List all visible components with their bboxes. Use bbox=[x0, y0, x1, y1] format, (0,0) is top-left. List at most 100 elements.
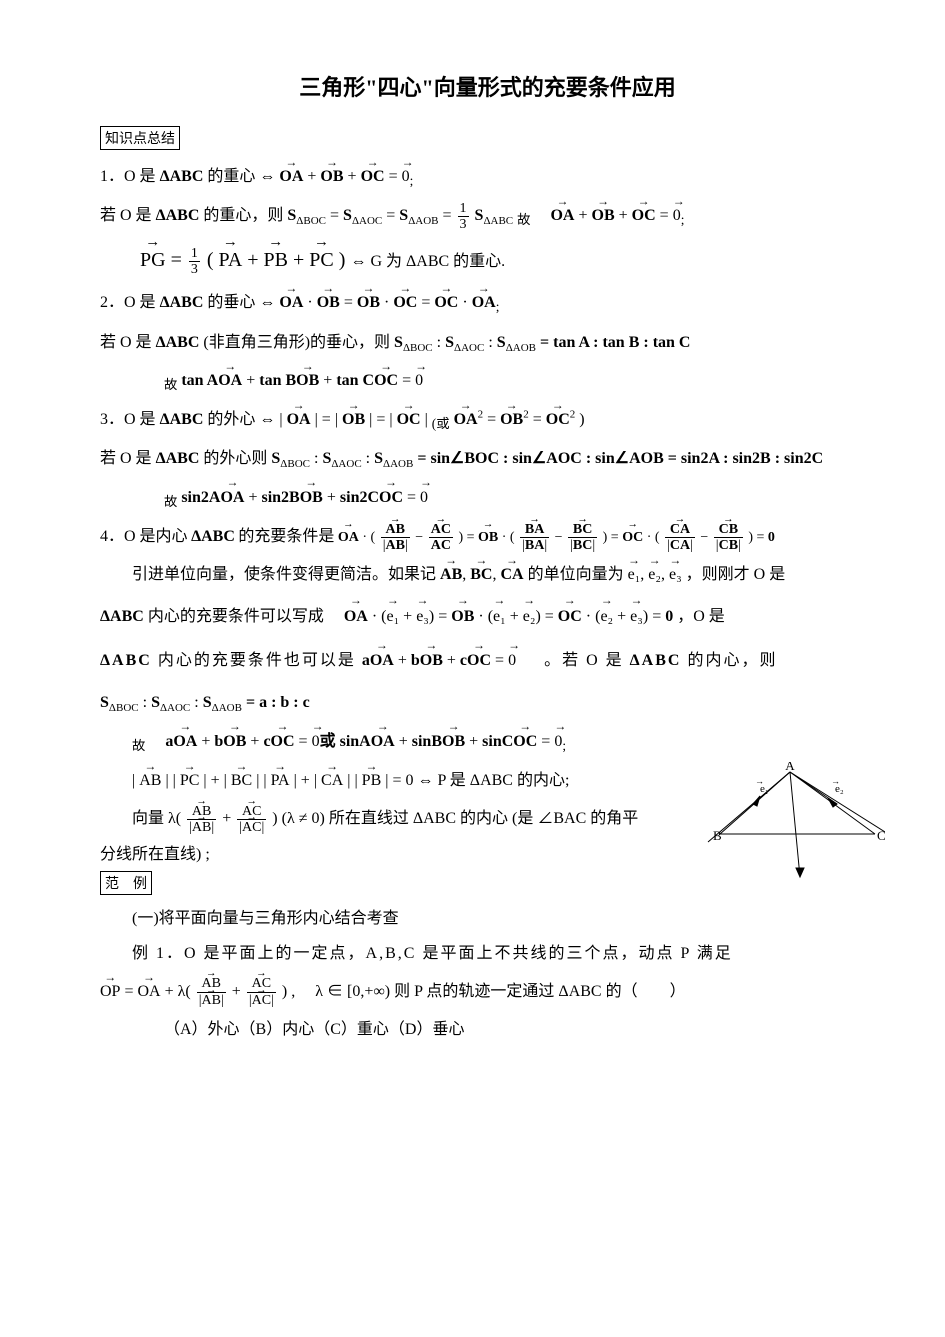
area-s: S bbox=[394, 334, 403, 351]
triangle-abc: ΔABC bbox=[160, 294, 204, 311]
text: 故 bbox=[132, 738, 145, 753]
sub-aob: ΔAOB bbox=[408, 215, 438, 227]
or: 或 bbox=[320, 733, 336, 750]
vector-oc: OC bbox=[546, 401, 570, 439]
text: 。若 O 是 bbox=[544, 652, 624, 669]
unit-ba: BA|BA| bbox=[520, 522, 549, 554]
item-4-cond2: ΔABC 内心的充要条件也可以是 aOA + bOB + cOC = 0 。若 … bbox=[100, 639, 875, 684]
vector-oc: OC bbox=[393, 284, 417, 322]
sub-aoc: ΔAOC bbox=[352, 215, 382, 227]
vector-oa: OA bbox=[454, 401, 478, 439]
item-3-sub: 若 O 是 ΔABC 的外心则 SΔBOC : SΔAOC : SΔAOB = … bbox=[100, 440, 875, 478]
ratio-abc: = a : b : c bbox=[246, 694, 310, 711]
item-4-ratio: SΔBOC : SΔAOC : SΔAOB = a : b : c bbox=[100, 684, 875, 722]
unit-bc: BC|BC| bbox=[568, 522, 597, 554]
area-s: S bbox=[343, 207, 352, 224]
vector-pg: PG bbox=[140, 236, 166, 284]
vector-oa: OA bbox=[344, 595, 368, 640]
text: 故 bbox=[164, 494, 177, 509]
examples-heading: (一)将平面向量与三角形内心结合考查 bbox=[100, 903, 875, 935]
text: (λ ≠ 0) 所在直线过 ΔABC 的内心 (是 ∠BAC 的角平 bbox=[282, 810, 639, 827]
lambda: λ bbox=[178, 983, 186, 1000]
unit-ab: AB|AB| bbox=[197, 976, 226, 1008]
area-s: S bbox=[100, 694, 109, 711]
text: 的重心 bbox=[207, 168, 255, 185]
vector-oa: OA bbox=[137, 973, 160, 1011]
sub-boc: ΔBOC bbox=[109, 702, 139, 714]
area-s: S bbox=[287, 207, 296, 224]
range: λ ∈ [0,+∞) 则 P 点的轨迹一定通过 ΔABC 的（ ） bbox=[315, 983, 685, 1000]
document-page: 三角形"四心"向量形式的充要条件应用 知识点总结 1．O 是 ΔABC 的重心 … bbox=[0, 0, 945, 1090]
text: 的充要条件是 bbox=[238, 528, 334, 545]
vector-oc: OC bbox=[467, 639, 491, 684]
sin2c: sin2C bbox=[340, 489, 379, 506]
vector-oc: OC bbox=[379, 479, 403, 517]
text: (非直角三角形)的垂心，则 bbox=[203, 334, 390, 351]
iff: ⇔ bbox=[259, 168, 275, 185]
sub-abc: ΔABC bbox=[483, 215, 513, 227]
area-s: S bbox=[445, 334, 454, 351]
tan-b: tan B bbox=[259, 372, 296, 389]
text: ，O 是 bbox=[677, 608, 725, 625]
b: b bbox=[214, 733, 223, 750]
vector-oc: OC bbox=[632, 197, 656, 235]
example-1-choices: （A）外心（B）内心（C）重心（D）垂心 bbox=[100, 1011, 875, 1049]
vector-pb: PB bbox=[362, 762, 382, 800]
item-2: 2．O 是 ΔABC 的垂心 ⇔ OA · OB = OB · OC = OC … bbox=[100, 284, 875, 323]
unit-ab: AB|AB| bbox=[381, 522, 410, 554]
unit-ac: AC|AC| bbox=[247, 976, 276, 1008]
text: 若 O 是 bbox=[100, 334, 152, 351]
sub-aoc: ΔAOC bbox=[331, 458, 361, 470]
item-4-lambda: 向量 λ( AB|AB| + AC|AC| ) (λ ≠ 0) 所在直线过 ΔA… bbox=[100, 800, 692, 838]
item-3: 3．O 是 ΔABC 的外心 ⇔ | OA | = | OB | = | OC … bbox=[100, 401, 875, 440]
ratio-sin: = sin∠BOC : sin∠AOC : sin∠AOB = sin2A : … bbox=[417, 450, 823, 467]
e2-vector: e₂ bbox=[648, 556, 661, 594]
vector-oa: OA bbox=[472, 284, 496, 322]
vector-ob: OB bbox=[357, 284, 380, 322]
text: 3．O 是 bbox=[100, 411, 156, 428]
iff: ⇔ bbox=[259, 411, 275, 428]
text: (或 bbox=[432, 416, 450, 431]
area-s: S bbox=[497, 334, 506, 351]
area-s: S bbox=[399, 207, 408, 224]
sin-c: sinC bbox=[482, 733, 513, 750]
vector-oa: OA bbox=[218, 362, 242, 400]
vector-ob: OB bbox=[317, 284, 340, 322]
vector-oa: OA bbox=[279, 284, 303, 322]
sub-aoc: ΔAOC bbox=[454, 342, 484, 354]
item-4-unit: 引进单位向量，使条件变得更简洁。如果记 AB, BC, CA 的单位向量为 e₁… bbox=[100, 556, 875, 594]
label-p: P bbox=[800, 879, 807, 882]
vector-bc: BC bbox=[231, 762, 252, 800]
vector-oa: OA bbox=[287, 401, 311, 439]
example-1: 例 1．O 是平面上的一定点，A,B,C 是平面上不共线的三个点，动点 P 满足 bbox=[100, 935, 875, 973]
label-a: A bbox=[785, 762, 795, 773]
text: 的内心，则 bbox=[687, 652, 777, 669]
vector-pa: PA bbox=[271, 762, 290, 800]
section-heading-knowledge: 知识点总结 bbox=[100, 126, 180, 150]
zero-vector: 0 bbox=[554, 723, 562, 761]
item-2-conclusion: 故 tan AOA + tan BOB + tan COC = 0 bbox=[100, 362, 875, 401]
text: 故 bbox=[517, 212, 530, 227]
triangle-abc: ΔABC bbox=[156, 450, 200, 467]
area-s: S bbox=[151, 694, 160, 711]
triangle-abc: ΔABC bbox=[160, 411, 204, 428]
text: 内心的充要条件也可以是 bbox=[158, 652, 356, 669]
vector-oc: OC bbox=[397, 401, 421, 439]
text: 若 O 是 bbox=[100, 207, 152, 224]
vector-oc: OC bbox=[513, 723, 537, 761]
iff: ⇔ bbox=[259, 294, 275, 311]
triangle-abc: ΔABC bbox=[156, 334, 200, 351]
vector-ca: CA bbox=[321, 762, 343, 800]
triangle-abc: ΔABC bbox=[156, 207, 200, 224]
vector-ob: OB bbox=[300, 479, 323, 517]
label-c: C bbox=[877, 828, 885, 843]
zero-vector: 0 bbox=[508, 639, 516, 684]
text: 引进单位向量，使条件变得更简洁。如果记 bbox=[132, 566, 436, 583]
zero-vector: 0 bbox=[420, 479, 428, 517]
vector-ob: OB bbox=[320, 158, 343, 196]
vector-oc: OC bbox=[434, 284, 458, 322]
text: 的外心则 bbox=[203, 450, 267, 467]
sub-aob: ΔAOB bbox=[506, 342, 536, 354]
vector-ob: OB bbox=[342, 401, 365, 439]
unit-ab: AB|AB| bbox=[187, 804, 216, 836]
